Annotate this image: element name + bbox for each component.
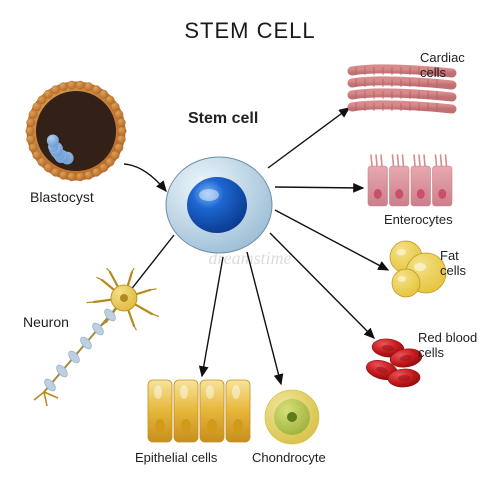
enterocytes-label: Enterocytes: [384, 212, 453, 227]
epithelial-label: Epithelial cells: [135, 450, 217, 465]
chondrocyte-icon: [265, 390, 319, 444]
arrow-to-epithelial: [202, 257, 223, 376]
rbc-label: Red blood cells: [418, 330, 477, 360]
chondrocyte-label: Chondrocyte: [252, 450, 326, 465]
arrow-from-blastocyst: [124, 164, 166, 191]
arrow-to-fat: [275, 210, 388, 270]
arrow-to-cardiac: [268, 108, 349, 168]
arrow-to-enterocytes: [275, 187, 363, 188]
neuron-icon: [34, 268, 159, 406]
stem-cell-label: Stem cell: [188, 110, 258, 128]
stem-cell-nucleus: [187, 177, 247, 233]
blastocyst-label: Blastocyst: [30, 189, 94, 205]
diagram-root: STEM CELL dreamstime Stem cellBlastocyst…: [0, 0, 500, 500]
arrow-to-neuron: [126, 235, 174, 296]
neuron-label: Neuron: [23, 314, 69, 330]
fat-icon: [390, 241, 446, 297]
enterocytes-icon: [368, 155, 452, 206]
epithelial-icon: [148, 380, 250, 442]
blastocyst-icon: [26, 81, 126, 181]
arrow-to-chondrocyte: [247, 252, 281, 384]
rbc-icon: [364, 337, 423, 387]
arrow-to-rbc: [270, 233, 374, 338]
cardiac-label: Cardiac cells: [420, 50, 465, 80]
fat-label: Fat cells: [440, 248, 466, 278]
